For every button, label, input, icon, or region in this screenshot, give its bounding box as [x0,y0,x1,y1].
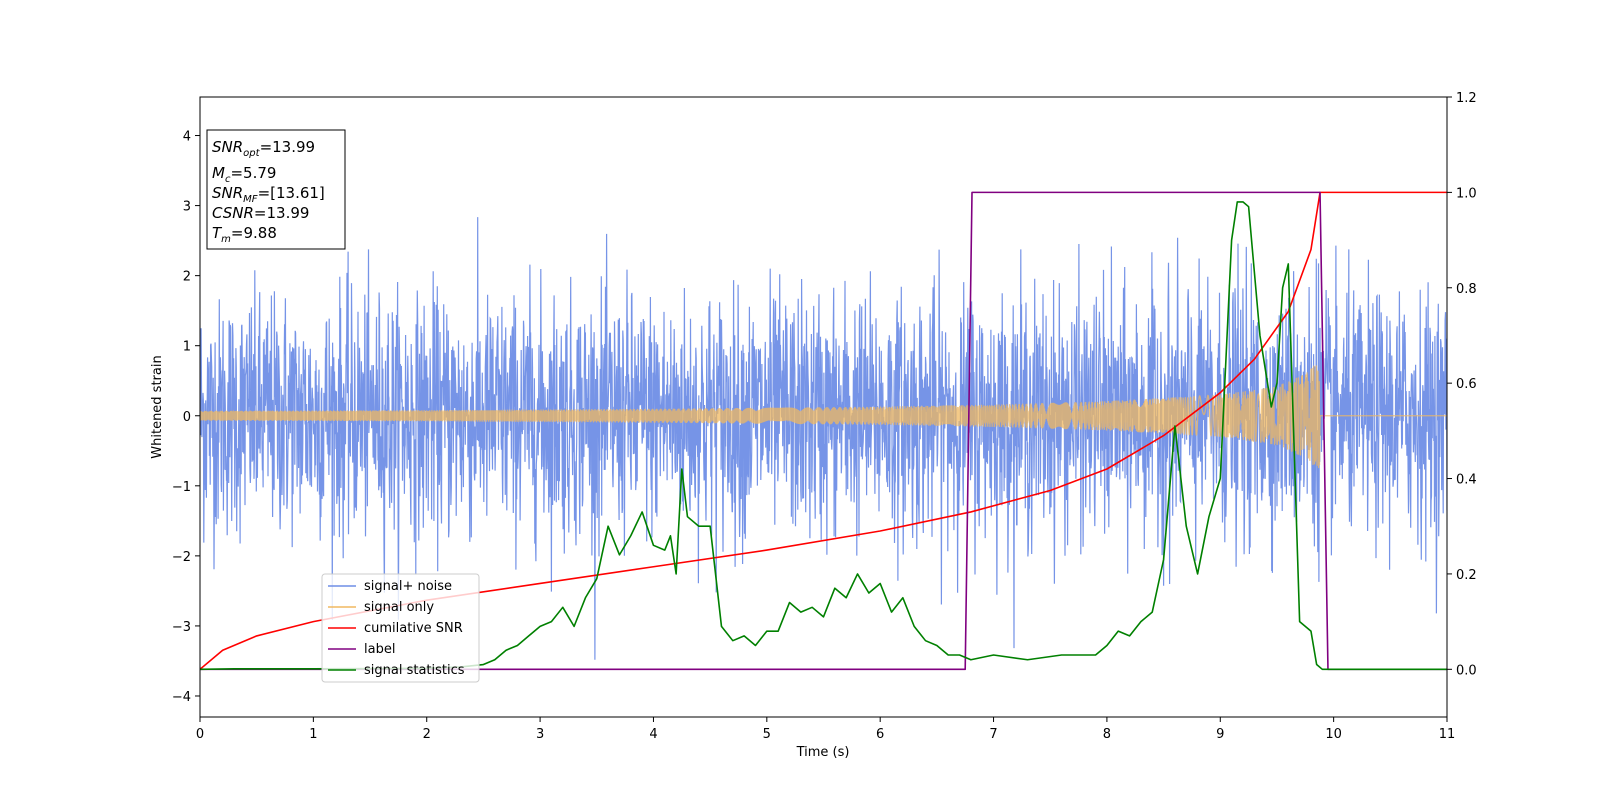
x-tick-label: 3 [536,727,544,742]
x-tick-label: 1 [309,727,317,742]
x-tick-label: 0 [196,727,204,742]
x-tick-label: 7 [989,727,997,742]
snr-opt-line: SNRopt=13.99 [212,138,315,159]
legend: signal+ noise signal only cumilative SNR… [321,573,480,683]
legend-item-signal-statistics: signal statistics [328,663,465,678]
series-signal-only-line [200,365,1447,469]
x-tick-label: 9 [1216,727,1224,742]
x-tick-label: 10 [1325,727,1342,742]
y-tick-label-left: 4 [183,130,191,145]
x-tick-label: 8 [1103,727,1111,742]
y-tick-label-right: 0.6 [1456,377,1477,392]
legend-item-label: label [328,642,395,657]
x-tick-label: 4 [649,727,657,742]
mc-line: Mc=5.79 [212,164,276,185]
y-tick-label-right: 1.0 [1456,186,1477,201]
legend-label: cumilative SNR [364,621,463,636]
series-signal-statistics-line [200,201,1447,671]
series-signal-noise-line [200,217,1447,660]
y-axis-label: Whitened strain [150,355,165,458]
y-tick-label-left: −3 [172,620,191,635]
legend-item-signal-only: signal only [328,600,434,615]
csnr-line: CSNR=13.99 [212,204,309,222]
legend-label: signal+ noise [364,579,452,594]
y-tick-label-left: 2 [183,270,191,285]
legend-item-cumulative-snr: cumilative SNR [328,621,463,636]
y-axis-left: −4 −3 −2 −1 0 1 2 3 4 [172,130,200,705]
plot-frame [199,96,1448,718]
x-tick-label: 2 [423,727,431,742]
y-tick-label-right: 0.0 [1456,663,1477,678]
y-tick-label-left: −2 [172,550,191,565]
info-box: SNRopt=13.99 Mc=5.79 SNRMF=[13.61] CSNR=… [206,129,346,250]
y-tick-label-left: 0 [183,410,191,425]
y-tick-label-right: 0.4 [1456,473,1477,488]
x-tick-label: 11 [1439,727,1456,742]
legend-label: signal statistics [364,663,465,678]
y-tick-label-left: −1 [172,480,191,495]
legend-label: label [364,642,395,657]
y-tick-label-left: 1 [183,340,191,355]
x-tick-label: 6 [876,727,884,742]
x-axis-label: Time (s) [796,745,850,760]
x-tick-label: 5 [763,727,771,742]
legend-item-signal-noise: signal+ noise [328,579,452,594]
y-tick-label-right: 1.2 [1456,91,1477,106]
series-layer [200,191,1447,671]
legend-label: signal only [364,600,434,615]
x-axis: 0 1 2 3 4 5 6 7 8 9 10 11 [196,717,1455,742]
y-tick-label-right: 0.2 [1456,568,1477,583]
snr-mf-line: SNRMF=[13.61] [212,184,325,205]
series-cumulative-snr-line [200,191,1447,670]
y-tick-label-left: 3 [183,200,191,215]
y-tick-label-left: −4 [172,690,191,705]
y-axis-right: 0.0 0.2 0.4 0.6 0.8 1.0 1.2 [1447,91,1477,678]
y-tick-label-right: 0.8 [1456,282,1477,297]
tm-line: Tm=9.88 [212,224,277,245]
